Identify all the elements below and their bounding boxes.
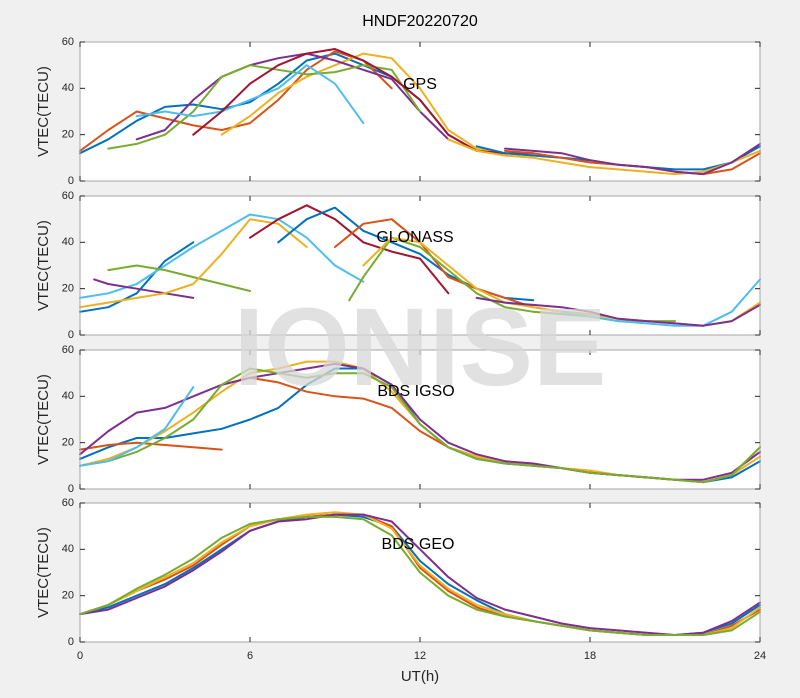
series-line [504,142,761,176]
y-tick-label: 60 [62,190,74,202]
y-tick-label: 40 [62,236,74,248]
series-line [107,64,421,150]
axes: 0 20 40 60 VTEC(TECU) GLONASS [35,190,761,341]
series-line [560,278,761,327]
x-tick-label: 18 [584,650,596,662]
y-tick-label: 20 [62,129,74,141]
y-tick-label: 60 [62,497,74,509]
x-tick-label: 24 [754,650,766,662]
x-tick-label: 6 [247,650,253,662]
y-tick-label: 60 [62,36,74,48]
series-line [79,515,761,636]
series-line [135,52,450,141]
annotation: GLONASS [376,229,453,246]
x-tick-label: 12 [414,650,426,662]
y-tick-label: 20 [62,283,74,295]
series-line [79,513,761,636]
series-line [79,218,308,309]
annotation: BDS GEO [382,536,455,553]
annotation: GPS [403,76,437,93]
watermark: IONISE [234,286,607,409]
axes: 0 20 40 60 VTEC(TECU) GPS [35,36,761,187]
y-tick-label: 40 [62,390,74,402]
chart-title: HNDF20220720 [362,13,478,30]
axes: 0 20 40 60 VTEC(TECU) BDS IGSO [35,344,761,495]
y-tick-label: 0 [68,636,74,648]
y-tick-label: 40 [62,82,74,94]
axes: 0 20 40 60 0 6 12 18 24 VTEC(TECU) BDS GEO [35,497,766,662]
y-tick-label: 0 [68,175,74,187]
y-tick-label: 20 [62,437,74,449]
series-line [135,64,365,125]
y-tick-label: 20 [62,590,74,602]
series-line [107,264,251,292]
x-tick-label: 0 [77,650,83,662]
y-axis-label: VTEC(TECU) [35,220,52,311]
y-axis-label: VTEC(TECU) [35,527,52,618]
series-line [475,296,761,327]
y-tick-label: 40 [62,543,74,555]
series-line [79,386,195,467]
y-tick-label: 60 [62,344,74,356]
y-axis-label: VTEC(TECU) [35,66,52,157]
series-line [447,138,761,176]
series-line [79,241,195,313]
annotation: BDS IGSO [377,383,454,400]
y-tick-label: 0 [68,483,74,495]
series-line [93,278,195,299]
series-line [249,204,450,295]
y-axis-label: VTEC(TECU) [35,374,52,465]
series-line [79,367,761,484]
y-tick-label: 0 [68,329,74,341]
x-axis-label: UT(h) [401,668,439,685]
plot-area [80,196,760,335]
